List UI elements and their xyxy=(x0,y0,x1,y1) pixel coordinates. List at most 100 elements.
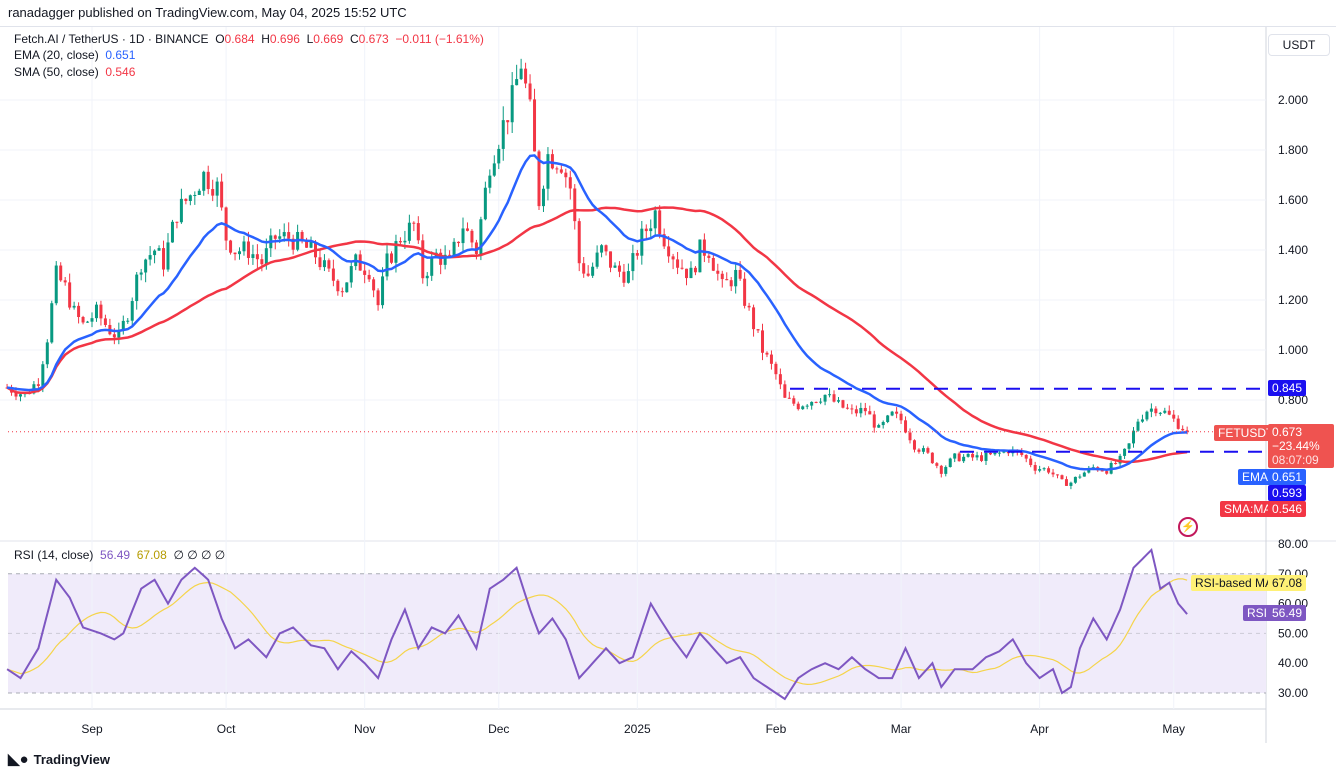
candle-body xyxy=(126,320,130,322)
candle-body xyxy=(1100,470,1104,472)
candle-body xyxy=(430,256,434,276)
candle-body xyxy=(988,452,992,455)
candle-body xyxy=(90,318,94,322)
candle-body xyxy=(1176,418,1180,429)
candle-body xyxy=(555,168,559,170)
candle-body xyxy=(457,241,461,244)
symbol-tag: FETUSDT xyxy=(1214,425,1278,441)
time-tick-label: Mar xyxy=(891,722,912,736)
candle-body xyxy=(600,245,604,253)
candle-body xyxy=(702,239,706,256)
candle-body xyxy=(45,342,49,365)
candle-body xyxy=(287,232,291,239)
candle-body xyxy=(1132,430,1136,444)
candle-body xyxy=(121,320,125,331)
candle-body xyxy=(50,303,54,343)
symbol-name: Fetch.AI / TetherUS · 1D · BINANCE xyxy=(14,32,209,46)
candle-body xyxy=(238,251,242,255)
candle-body xyxy=(971,453,975,458)
candle-body xyxy=(747,305,751,308)
candle-body xyxy=(810,401,814,406)
candle-body xyxy=(1123,448,1127,456)
footer: ◣● TradingView xyxy=(8,750,110,768)
candle-body xyxy=(492,163,496,176)
rsi-legend[interactable]: RSI (14, close) 56.49 67.08 ∅ ∅ ∅ ∅ xyxy=(14,548,225,562)
candle-body xyxy=(1073,476,1077,483)
candle-body xyxy=(36,384,40,386)
footer-logo-text: TradingView xyxy=(33,751,110,767)
candle-body xyxy=(980,455,984,461)
candle-body xyxy=(72,305,76,308)
countdown: 08:07:09 xyxy=(1272,453,1319,467)
candle-body xyxy=(501,120,505,149)
candle-body xyxy=(153,250,157,256)
candle-body xyxy=(877,425,881,428)
candle-body xyxy=(515,79,519,86)
time-tick-label: Oct xyxy=(217,722,236,736)
candle-body xyxy=(367,274,371,280)
candle-body xyxy=(251,254,255,258)
high-value: 0.696 xyxy=(269,32,300,46)
sma-value-tag: 0.546 xyxy=(1268,501,1307,517)
candle-body xyxy=(309,242,313,248)
candle-body xyxy=(953,453,957,459)
candle-body xyxy=(707,255,711,258)
candle-body xyxy=(814,401,818,403)
candle-body xyxy=(743,278,747,306)
chart-svg[interactable]: 2.000 1.800 1.600 1.400 1.200 1.000 0.800 80.00… xyxy=(0,27,1336,743)
candle-body xyxy=(890,411,894,416)
candle-body xyxy=(162,248,166,270)
rsi-legend-value: 56.49 xyxy=(100,548,131,562)
chart-frame[interactable]: 2.000 1.800 1.600 1.400 1.200 1.000 0.800 80.00… xyxy=(0,26,1336,743)
price-tick-label: 2.000 xyxy=(1278,93,1308,107)
candle-body xyxy=(483,187,487,220)
candle-body xyxy=(635,253,639,256)
candle-body xyxy=(349,266,353,283)
candle-body xyxy=(81,317,85,323)
candle-body xyxy=(54,265,58,304)
candle-body xyxy=(765,352,769,355)
candle-body xyxy=(175,221,179,223)
candle-body xyxy=(519,68,523,80)
candle-body xyxy=(904,420,908,433)
time-tick-label: 2025 xyxy=(624,722,651,736)
candle-body xyxy=(291,238,295,250)
candle-body xyxy=(282,232,286,237)
candle-body xyxy=(1185,430,1189,432)
candle-body xyxy=(541,188,545,207)
time-tick-label: Feb xyxy=(766,722,787,736)
candle-body xyxy=(649,228,653,232)
candle-body xyxy=(461,228,465,244)
candle-body xyxy=(738,269,742,279)
candle-body xyxy=(528,83,532,100)
candle-body xyxy=(573,188,577,222)
candle-body xyxy=(626,271,630,283)
candle-body xyxy=(331,268,335,281)
candle-body xyxy=(443,254,447,265)
publisher-line: ranadagger published on TradingView.com,… xyxy=(8,5,407,20)
close-value: 0.673 xyxy=(358,32,389,46)
ema-legend[interactable]: EMA (20, close) 0.651 xyxy=(14,48,135,62)
lightning-icon[interactable]: ⚡ xyxy=(1178,517,1198,537)
candle-body xyxy=(729,280,733,287)
candle-body xyxy=(112,334,116,338)
time-tick-label: May xyxy=(1162,722,1185,736)
candle-body xyxy=(1064,479,1068,486)
rsi-tick-label: 40.00 xyxy=(1278,656,1308,670)
candle-body xyxy=(197,190,201,195)
candle-body xyxy=(305,241,309,248)
currency-button[interactable]: USDT xyxy=(1268,34,1330,56)
rsi-ma-label-tag: RSI-based MA xyxy=(1191,575,1278,591)
sma-legend[interactable]: SMA (50, close) 0.546 xyxy=(14,65,135,79)
candle-body xyxy=(872,414,876,428)
price-value: 0.673 xyxy=(1272,425,1303,439)
candle-body xyxy=(836,400,840,402)
candle-body xyxy=(662,234,666,247)
candle-body xyxy=(796,403,800,410)
candle-body xyxy=(506,120,510,123)
candle-body xyxy=(559,169,563,173)
candle-body xyxy=(725,279,729,281)
tradingview-logo-icon: ◣● xyxy=(8,751,29,768)
low-label: L xyxy=(306,32,314,46)
low-value: 0.669 xyxy=(313,32,344,46)
